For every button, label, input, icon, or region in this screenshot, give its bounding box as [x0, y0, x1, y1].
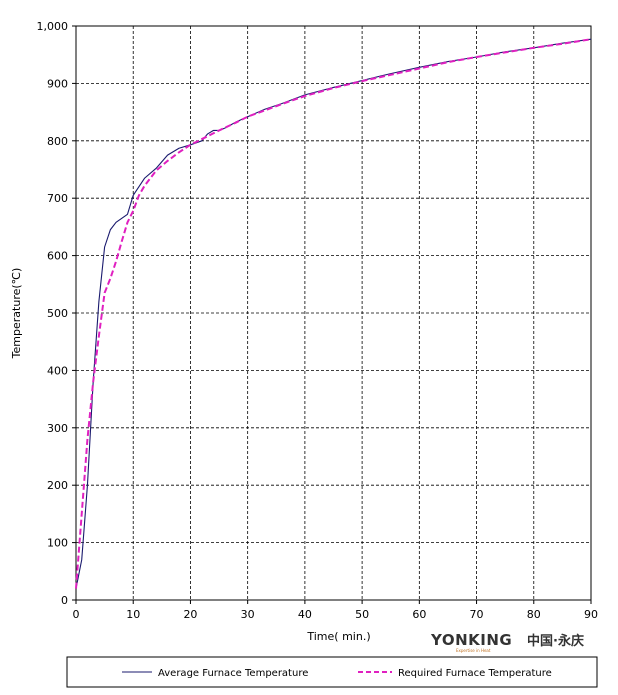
legend-box [66, 656, 598, 688]
x-tick-label: 10 [126, 608, 140, 621]
y-tick-label: 300 [47, 422, 68, 435]
y-tick-label: 800 [47, 135, 68, 148]
y-tick-label: 600 [47, 250, 68, 263]
brand-tagline: Expertise in Heat [456, 648, 491, 653]
x-tick-label: 90 [584, 608, 598, 621]
x-tick-label: 20 [183, 608, 197, 621]
y-tick-label: 0 [61, 594, 68, 607]
series-line-required [75, 38, 592, 589]
plot-border [75, 25, 592, 601]
y-tick-label: 400 [47, 364, 68, 377]
grid-lines [72, 25, 592, 604]
y-tick-label: 500 [47, 307, 68, 320]
x-tick-label: 70 [470, 608, 484, 621]
x-tick-label: 30 [241, 608, 255, 621]
y-axis-label: Temperature(℃) [10, 268, 23, 360]
x-tick-label: 0 [73, 608, 80, 621]
y-tick-label: 900 [47, 77, 68, 90]
y-tick-label: 200 [47, 479, 68, 492]
x-tick-label: 80 [527, 608, 541, 621]
y-tick-label: 100 [47, 537, 68, 550]
legend-label-average: Average Furnace Temperature [158, 668, 308, 679]
y-tick-label: 1,000 [37, 20, 69, 33]
legend: Average Furnace Temperature Required Fur… [66, 656, 598, 688]
brand-name: YONKING [430, 631, 512, 649]
x-tick-label: 40 [298, 608, 312, 621]
series-layer [75, 38, 592, 589]
legend-label-required: Required Furnace Temperature [398, 668, 552, 679]
x-tick-label: 60 [412, 608, 426, 621]
brand-logo: YONKING Expertise in Heat 中国·永庆 [430, 631, 584, 653]
series-line-average [75, 38, 592, 589]
x-tick-label: 50 [355, 608, 369, 621]
y-tick-label: 700 [47, 192, 68, 205]
brand-chinese: 中国·永庆 [527, 633, 584, 649]
y-tick-labels: 0 100 200 300 400 500 600 700 800 900 1,000 [37, 20, 69, 607]
x-axis-label: Time( min.) [306, 630, 370, 643]
x-tick-labels: 0 10 20 30 40 50 60 70 80 90 [73, 608, 599, 621]
